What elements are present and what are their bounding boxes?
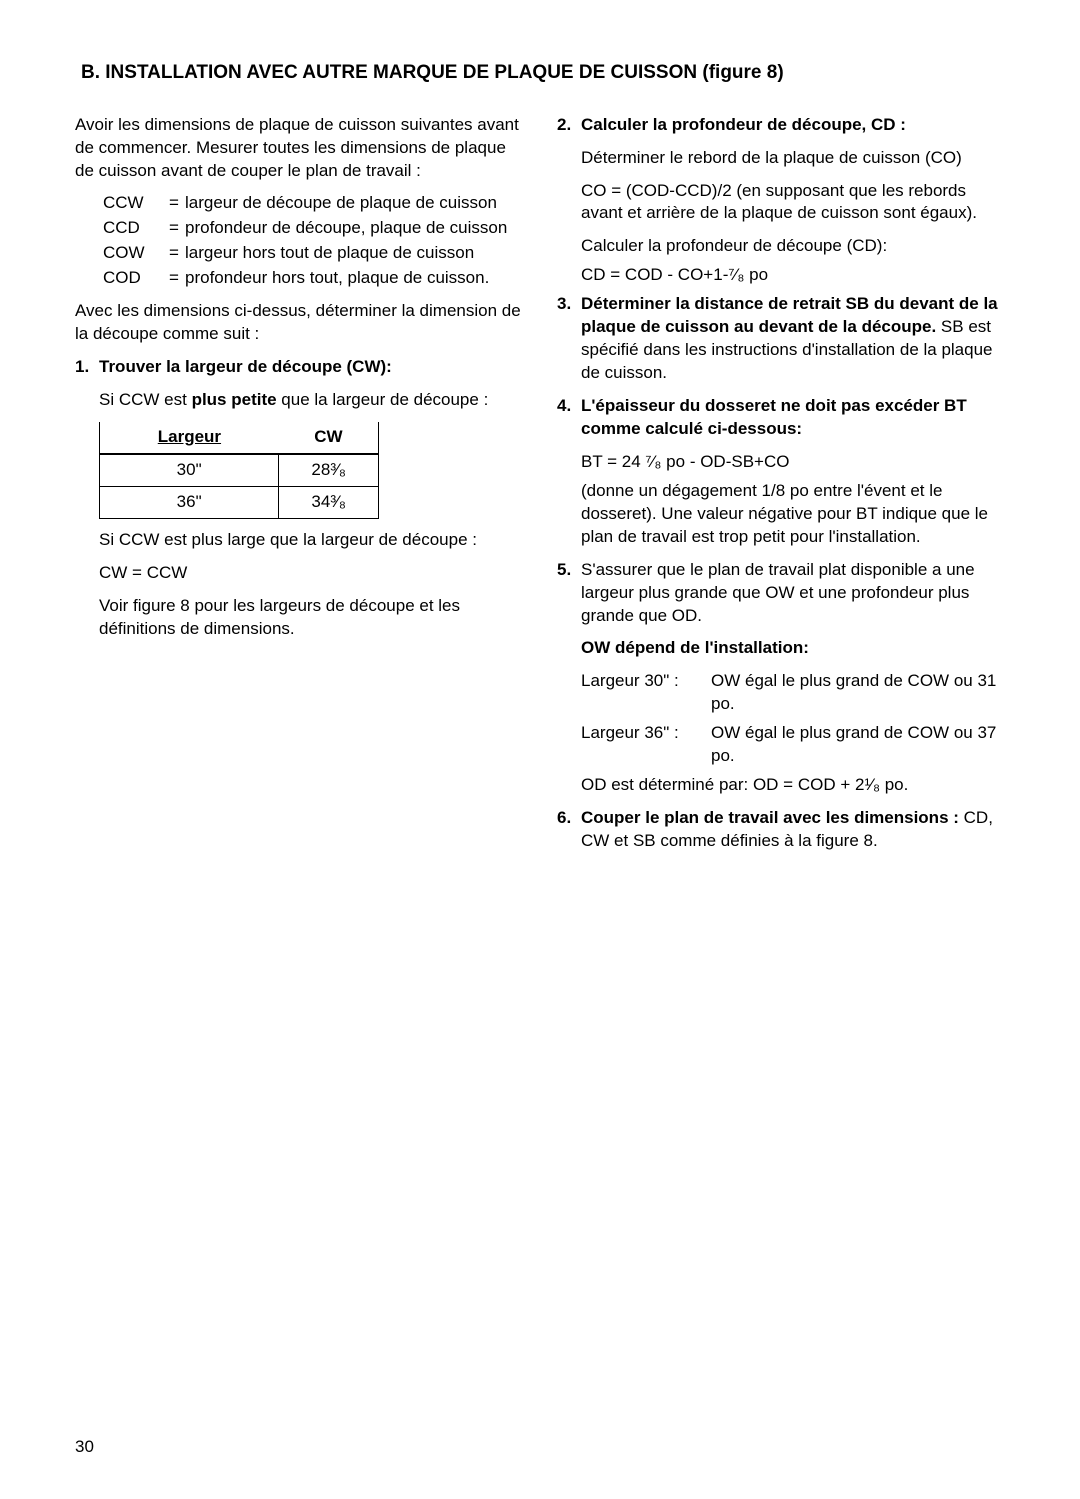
text: que la largeur de découpe : (277, 390, 489, 409)
step-number: 4. (557, 395, 581, 441)
ow-row: Largeur 36" : OW égal le plus grand de C… (581, 722, 1005, 768)
ow-heading: OW dépend de l'installation: (581, 637, 1005, 660)
step1-eq: CW = CCW (99, 562, 523, 585)
table-row: 36" 34³⁄₈ (100, 486, 379, 518)
step4-eq: BT = 24 ⁷⁄₈ po - OD-SB+CO (581, 451, 1005, 474)
def-row: COW = largeur hors tout de plaque de cui… (103, 242, 523, 265)
def-text: largeur de découpe de plaque de cuisson (185, 192, 523, 215)
def-text: largeur hors tout de plaque de cuisson (185, 242, 523, 265)
def-equals: = (163, 192, 185, 215)
ow-text: OW égal le plus grand de COW ou 31 po. (711, 670, 1005, 716)
step1-posttable: Si CCW est plus large que la largeur de … (99, 529, 523, 552)
step-number: 3. (557, 293, 581, 385)
text-bold: plus petite (192, 390, 277, 409)
def-equals: = (163, 217, 185, 240)
step2-p3: Calculer la profondeur de découpe (CD): (581, 235, 1005, 258)
step2-p2: CO = (COD-CCD)/2 (en supposant que les r… (581, 180, 1005, 226)
def-abbr: CCD (103, 217, 163, 240)
step-title: Trouver la largeur de découpe (CW): (99, 356, 392, 379)
ow-label: Largeur 36" : (581, 722, 711, 768)
step2-p1: Déterminer le rebord de la plaque de cui… (581, 147, 1005, 170)
table-row: 30" 28³⁄₈ (100, 454, 379, 486)
def-abbr: COW (103, 242, 163, 265)
step-number: 5. (557, 559, 581, 628)
cw-table: Largeur CW 30" 28³⁄₈ 36" 34³⁄₈ (99, 422, 379, 519)
def-equals: = (163, 242, 185, 265)
table-cell: 36" (100, 486, 279, 518)
page-number: 30 (75, 1436, 94, 1459)
def-row: CCD = profondeur de découpe, plaque de c… (103, 217, 523, 240)
def-row: CCW = largeur de découpe de plaque de cu… (103, 192, 523, 215)
table-cell: 34³⁄₈ (279, 486, 379, 518)
step1-pretable: Si CCW est plus petite que la largeur de… (99, 389, 523, 412)
content-columns: Avoir les dimensions de plaque de cuisso… (75, 114, 1005, 863)
step-title: Couper le plan de travail avec les dimen… (581, 808, 959, 827)
step-2: 2. Calculer la profondeur de découpe, CD… (557, 114, 1005, 137)
step-title: Calculer la profondeur de découpe, CD : (581, 114, 906, 137)
text: Si CCW est (99, 390, 192, 409)
def-row: COD = profondeur hors tout, plaque de cu… (103, 267, 523, 290)
step-number: 6. (557, 807, 581, 853)
step-1: 1. Trouver la largeur de découpe (CW): (75, 356, 523, 379)
step1-after: Voir figure 8 pour les largeurs de décou… (99, 595, 523, 641)
table-header: CW (279, 422, 379, 454)
def-abbr: COD (103, 267, 163, 290)
step-body: S'assurer que le plan de travail plat di… (581, 559, 1005, 628)
step-title: L'épaisseur du dosseret ne doit pas excé… (581, 395, 1005, 441)
step-6: 6. Couper le plan de travail avec les di… (557, 807, 1005, 853)
def-abbr: CCW (103, 192, 163, 215)
section-title: B. INSTALLATION AVEC AUTRE MARQUE DE PLA… (75, 60, 1005, 86)
ow-text: OW égal le plus grand de COW ou 37 po. (711, 722, 1005, 768)
right-column: 2. Calculer la profondeur de découpe, CD… (557, 114, 1005, 863)
table-cell: 28³⁄₈ (279, 454, 379, 486)
step-3: 3. Déterminer la distance de retrait SB … (557, 293, 1005, 385)
after-defs-paragraph: Avec les dimensions ci-dessus, détermine… (75, 300, 523, 346)
definitions-list: CCW = largeur de découpe de plaque de cu… (103, 192, 523, 290)
step5-od: OD est déterminé par: OD = COD + 2¹⁄₈ po… (581, 774, 1005, 797)
step2-eq: CD = COD - CO+1-⁷⁄₈ po (581, 264, 1005, 287)
step-number: 1. (75, 356, 99, 379)
ow-label: Largeur 30" : (581, 670, 711, 716)
ow-row: Largeur 30" : OW égal le plus grand de C… (581, 670, 1005, 716)
step-5: 5. S'assurer que le plan de travail plat… (557, 559, 1005, 628)
table-header: Largeur (100, 422, 279, 454)
step-number: 2. (557, 114, 581, 137)
table-cell: 30" (100, 454, 279, 486)
step-body: Déterminer la distance de retrait SB du … (581, 293, 1005, 385)
def-text: profondeur hors tout, plaque de cuisson. (185, 267, 523, 290)
step-body: Couper le plan de travail avec les dimen… (581, 807, 1005, 853)
def-text: profondeur de découpe, plaque de cuisson (185, 217, 523, 240)
def-equals: = (163, 267, 185, 290)
intro-paragraph: Avoir les dimensions de plaque de cuisso… (75, 114, 523, 183)
step-4: 4. L'épaisseur du dosseret ne doit pas e… (557, 395, 1005, 441)
left-column: Avoir les dimensions de plaque de cuisso… (75, 114, 523, 863)
step4-p1: (donne un dégagement 1/8 po entre l'éven… (581, 480, 1005, 549)
